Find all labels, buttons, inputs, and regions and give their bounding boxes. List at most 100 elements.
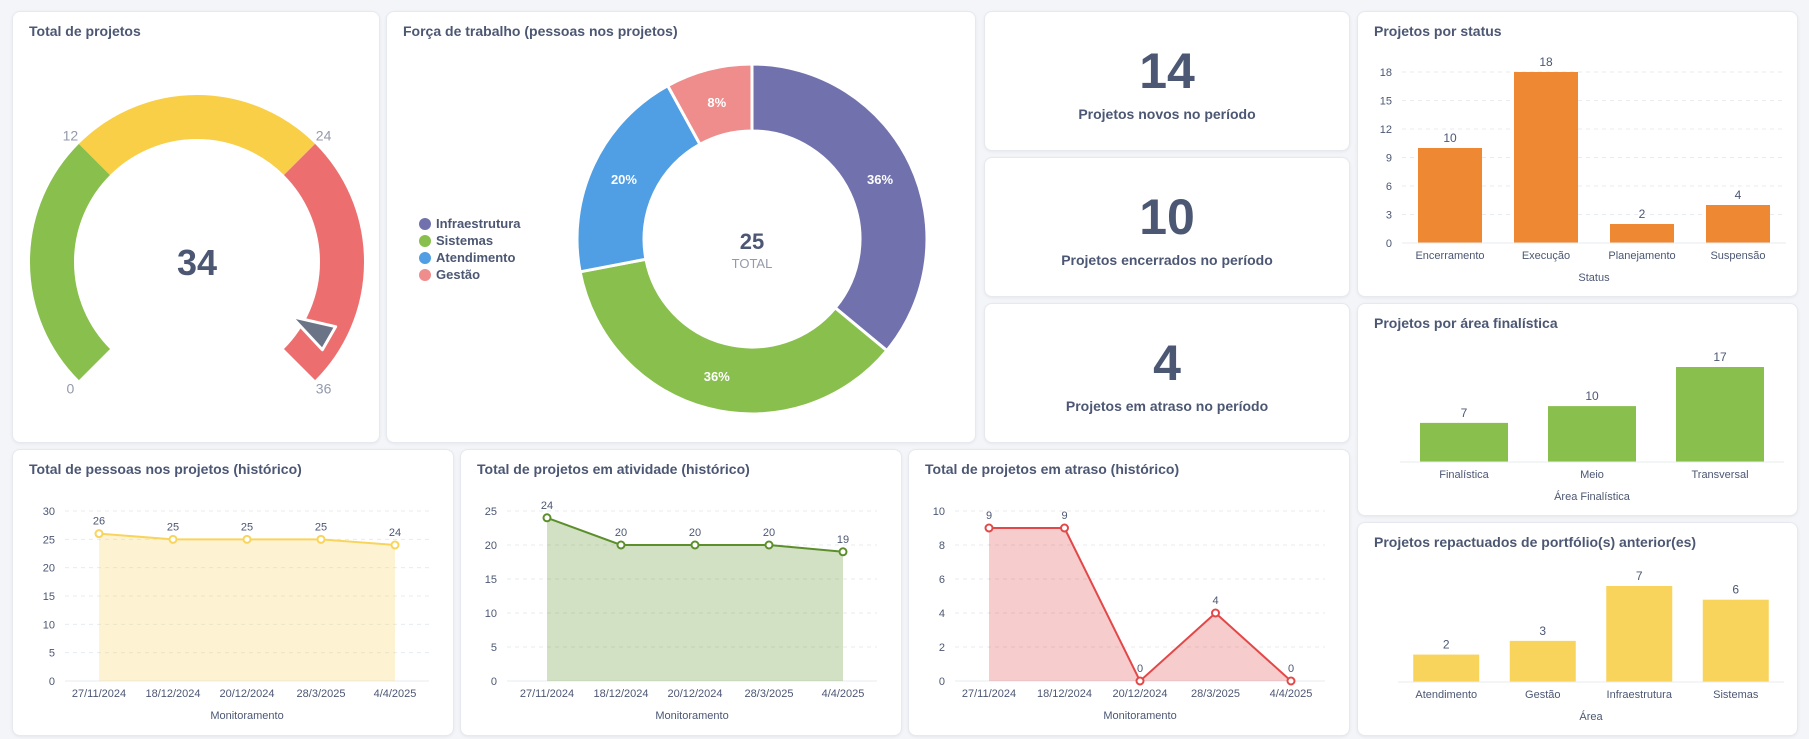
data-point <box>616 540 626 550</box>
bar-finalística <box>1420 422 1508 462</box>
status-bar-title: Projetos por status <box>1374 23 1502 39</box>
x-tick-label: 27/11/2024 <box>962 688 1016 700</box>
kpi-value: 10 <box>1139 189 1195 245</box>
bar-value-label: 4 <box>1735 188 1742 202</box>
data-point <box>94 529 104 539</box>
x-axis-title: Monitoramento <box>1103 710 1176 722</box>
area-fill <box>989 528 1291 681</box>
y-tick-label: 30 <box>43 506 55 518</box>
donut-slice-label: 36% <box>867 172 893 187</box>
y-tick-label: 0 <box>491 676 497 688</box>
atividade-historico-chart: 0 5 10 15 20 25 24 27/11/2024 20 18/12/2024 20 20/1… <box>485 500 877 722</box>
bar-atendimento <box>1413 654 1480 682</box>
x-tick-label: 27/11/2024 <box>72 688 126 700</box>
donut-chart: 36% 36% 20% 8% 25 TOTAL <box>575 62 929 416</box>
data-label: 24 <box>389 527 401 539</box>
x-tick-label: 4/4/2025 <box>1270 688 1313 700</box>
data-point <box>838 547 848 557</box>
gauge-title: Total de projetos <box>29 23 141 39</box>
y-tick-label: 10 <box>933 506 945 518</box>
x-tick-label: Suspensão <box>1710 250 1765 262</box>
y-tick-label: 20 <box>485 540 497 552</box>
data-label: 25 <box>167 521 179 533</box>
atraso-historico-card: Total de projetos em atraso (histórico) … <box>908 449 1350 736</box>
bar-value-label: 10 <box>1443 131 1457 145</box>
bar-value-label: 3 <box>1539 624 1546 638</box>
bar-execução <box>1514 72 1578 243</box>
donut-title: Força de trabalho (pessoas nos projetos) <box>403 23 678 39</box>
data-point <box>316 534 326 544</box>
area-bar-card: Projetos por área finalística 7 Finalísti… <box>1357 303 1798 516</box>
bar-value-label: 2 <box>1639 207 1646 221</box>
gauge-tick-label: 12 <box>63 127 79 143</box>
x-axis-title: Área <box>1579 710 1603 723</box>
gauge-segment-1 <box>78 95 316 176</box>
kpi-atraso-card: 4 Projetos em atraso no período <box>984 303 1350 443</box>
x-tick-label: Planejamento <box>1608 250 1675 262</box>
y-tick-label: 15 <box>43 591 55 603</box>
x-tick-label: Meio <box>1580 469 1604 481</box>
x-tick-label: 4/4/2025 <box>822 688 865 700</box>
kpi-novos-card: 14 Projetos novos no período <box>984 11 1350 151</box>
pessoas-historico-chart: 0 5 10 15 20 25 30 26 27/11/2024 25 18/12/2024 25 20… <box>43 506 429 722</box>
kpi-encerrados-card: 10 Projetos encerrados no período <box>984 157 1350 297</box>
y-tick-label: 4 <box>939 608 945 620</box>
x-tick-label: 20/12/2024 <box>219 688 274 700</box>
area-bar-chart: 7 Finalística 10 Meio 17 Transversal Área Fina… <box>1400 350 1784 503</box>
area-bar-title: Projetos por área finalística <box>1374 315 1558 331</box>
y-tick-label: 10 <box>485 608 497 620</box>
y-tick-label: 5 <box>491 642 497 654</box>
repactuados-bar-title: Projetos repactuados de portfólio(s) ant… <box>1374 534 1697 550</box>
data-label: 4 <box>1212 595 1218 607</box>
data-label: 9 <box>1061 510 1067 522</box>
legend-item-gestao[interactable]: Gestão <box>419 266 521 283</box>
y-tick-label: 12 <box>1380 124 1392 136</box>
status-bar-chart: 0 3 6 9 12 15 18 10 Encerramento 18 Execução 2 Plane… <box>1380 55 1786 284</box>
y-tick-label: 9 <box>1386 153 1392 165</box>
x-tick-label: 18/12/2024 <box>145 688 200 700</box>
x-axis-title: Monitoramento <box>655 710 728 722</box>
data-point <box>1286 676 1296 686</box>
gauge-chart: 0 12 24 36 34 <box>30 95 364 397</box>
data-label: 9 <box>986 510 992 522</box>
y-tick-label: 15 <box>1380 96 1392 108</box>
x-tick-label: 28/3/2025 <box>745 688 794 700</box>
gauge-tick-label: 24 <box>316 127 332 143</box>
x-tick-label: Infraestrutura <box>1607 689 1673 701</box>
kpi-label: Projetos em atraso no período <box>1065 398 1269 414</box>
y-tick-label: 25 <box>485 506 497 518</box>
kpi-label: Projetos novos no período <box>1078 106 1256 122</box>
repactuados-bar-card: Projetos repactuados de portfólio(s) ant… <box>1357 522 1798 736</box>
x-tick-label: 28/3/2025 <box>297 688 346 700</box>
area-fill <box>547 517 843 681</box>
gauge-value: 34 <box>177 242 217 283</box>
data-point <box>764 540 774 550</box>
legend-dot <box>419 217 431 230</box>
kpi-label: Projetos encerrados no período <box>1061 252 1273 268</box>
legend-label: Infraestrutura <box>436 216 521 231</box>
donut-slice-gestão <box>665 62 754 147</box>
legend-dot <box>419 268 431 281</box>
legend-item-infraestrutura[interactable]: Infraestrutura <box>419 215 521 232</box>
bar-sistemas <box>1702 599 1769 682</box>
bar-gestão <box>1509 640 1576 682</box>
bar-value-label: 18 <box>1539 55 1553 69</box>
gauge-segment-0 <box>30 143 111 381</box>
x-tick-label: Encerramento <box>1415 250 1484 262</box>
bar-infraestrutura <box>1606 586 1673 682</box>
donut-slice-label: 20% <box>611 172 637 187</box>
data-label: 26 <box>93 516 105 528</box>
legend-dot <box>419 251 431 264</box>
kpi-value: 4 <box>1153 335 1181 391</box>
legend-label: Gestão <box>436 267 481 282</box>
x-tick-label: 20/12/2024 <box>1112 688 1167 700</box>
y-tick-label: 0 <box>1386 238 1392 250</box>
bar-value-label: 7 <box>1461 406 1468 420</box>
legend-item-sistemas[interactable]: Sistemas <box>419 232 521 249</box>
x-tick-label: 28/3/2025 <box>1191 688 1240 700</box>
x-tick-label: 27/11/2024 <box>520 688 574 700</box>
atraso-historico-title: Total de projetos em atraso (histórico) <box>925 461 1180 477</box>
area-fill <box>99 533 395 681</box>
legend-item-atendimento[interactable]: Atendimento <box>419 249 521 266</box>
data-point <box>1060 523 1069 533</box>
